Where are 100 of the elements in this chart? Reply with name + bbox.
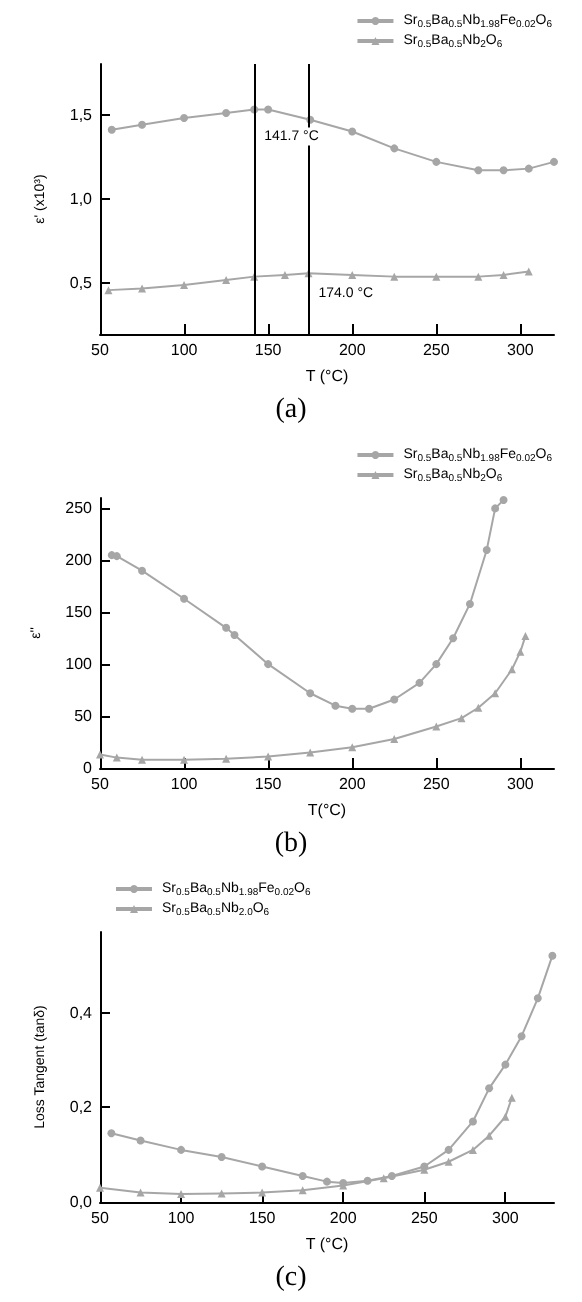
point	[323, 1177, 331, 1186]
point	[138, 566, 147, 575]
point	[501, 1060, 510, 1069]
y-tick-label: 1,5	[69, 105, 94, 124]
point	[387, 1171, 396, 1180]
point	[107, 1129, 116, 1138]
point	[524, 267, 533, 276]
text: (b)	[274, 829, 308, 859]
x-tick-label: 100	[170, 341, 199, 359]
x-tick-label: 200	[329, 1209, 358, 1227]
point	[348, 704, 357, 713]
x-tick-label: 200	[338, 341, 367, 359]
point	[222, 754, 231, 763]
point	[550, 157, 558, 166]
point	[348, 270, 357, 279]
x-tick-label: 250	[422, 341, 451, 359]
x-tick-label: 200	[338, 775, 367, 793]
y-tick-label: 150	[65, 603, 94, 622]
point	[432, 272, 441, 281]
point	[230, 631, 239, 640]
point	[501, 1112, 510, 1121]
point	[264, 660, 273, 669]
point	[465, 599, 474, 608]
point	[217, 1153, 226, 1161]
point	[348, 127, 357, 136]
point	[331, 701, 340, 710]
point	[96, 750, 104, 759]
point	[474, 703, 483, 712]
x-axis-title: T (°C)	[305, 1234, 349, 1253]
point	[298, 1171, 307, 1180]
x-axis-title: T(°C)	[307, 800, 347, 819]
point	[390, 695, 399, 704]
point	[390, 144, 399, 153]
point	[432, 660, 441, 669]
point	[280, 270, 289, 279]
point	[264, 105, 273, 114]
y-tick-label: 250	[65, 499, 94, 518]
point	[180, 594, 189, 603]
point	[457, 714, 466, 723]
point	[390, 272, 399, 281]
point	[516, 647, 525, 656]
x-tick-label: 150	[254, 775, 283, 793]
point	[415, 678, 424, 687]
x-tick-label: 300	[492, 1209, 520, 1227]
point	[136, 1188, 145, 1197]
point	[474, 166, 483, 175]
point	[499, 166, 508, 175]
point	[180, 281, 189, 290]
x-tick-label: 100	[167, 1209, 196, 1227]
point	[482, 545, 491, 554]
y-tick-label: 0,2	[69, 1098, 94, 1117]
point	[432, 157, 441, 166]
x-tick-label: 150	[248, 1209, 277, 1227]
point	[517, 1032, 526, 1041]
x-axis-title: T (°C)	[305, 366, 349, 385]
point	[468, 1145, 477, 1154]
point	[507, 1093, 516, 1102]
point	[444, 1145, 453, 1154]
point	[258, 1162, 267, 1171]
point	[365, 704, 374, 713]
point	[112, 552, 121, 561]
text: (c)	[275, 1263, 308, 1293]
point	[258, 1188, 267, 1197]
point	[177, 1145, 186, 1154]
point	[222, 108, 231, 117]
point	[264, 752, 273, 761]
point	[499, 496, 508, 505]
point	[444, 1157, 453, 1166]
x-tick-label: 50	[91, 775, 110, 793]
y-tick-label: 0	[83, 759, 94, 777]
point	[138, 120, 147, 129]
y-tick-label: 0,0	[69, 1193, 94, 1211]
point	[136, 1136, 145, 1145]
point	[499, 270, 508, 279]
x-tick-label: 300	[507, 775, 535, 793]
y-tick-label: 50	[74, 707, 94, 726]
point	[507, 665, 516, 674]
point	[485, 1131, 494, 1140]
x-tick-label: 300	[507, 341, 535, 359]
point	[96, 1183, 104, 1192]
point	[524, 164, 533, 173]
point	[468, 1117, 477, 1126]
text: (a)	[275, 395, 308, 425]
point	[107, 125, 116, 134]
point	[306, 689, 315, 698]
y-tick-label: 0,4	[69, 1003, 94, 1022]
point	[533, 994, 542, 1003]
point	[491, 504, 500, 513]
y-tick-label: 200	[65, 551, 94, 570]
point	[222, 623, 231, 632]
point	[180, 114, 189, 122]
point	[390, 734, 399, 743]
x-tick-label: 150	[254, 341, 283, 359]
point	[222, 276, 231, 284]
y-tick-label: 100	[65, 655, 94, 674]
x-tick-label: 100	[170, 775, 199, 793]
point	[521, 632, 530, 641]
y-tick-label: 0,5	[69, 274, 94, 293]
point	[180, 755, 189, 764]
x-tick-label: 50	[91, 1209, 110, 1227]
